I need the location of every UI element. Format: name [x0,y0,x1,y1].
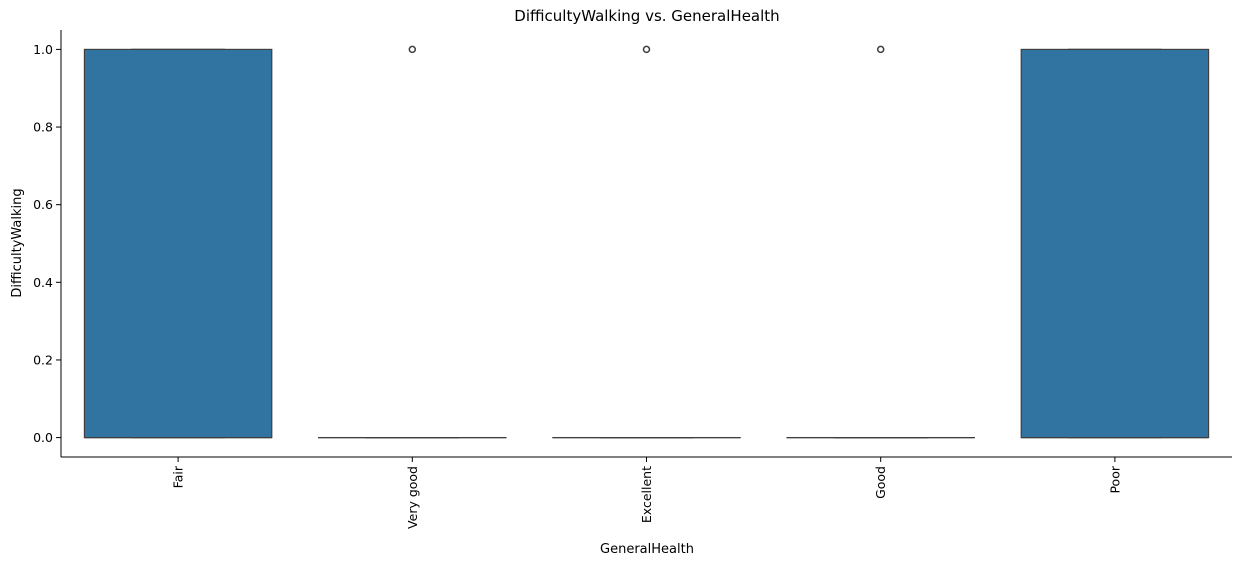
box-group-poor [1020,48,1210,439]
outlier-point [408,45,417,54]
chart-title: DifficultyWalking vs. GeneralHealth [514,7,779,25]
box-poor [1020,48,1210,439]
boxes-layer [83,45,1210,439]
y-tick-label: 1.0 [33,42,53,57]
box-group-fair [83,48,273,439]
y-tick-label: 0.4 [33,275,53,290]
y-tick-label: 0.0 [33,430,53,445]
x-tick-label: Good [873,466,888,499]
y-tick-label: 0.8 [33,120,53,135]
y-axis-label: DifficultyWalking [10,188,25,297]
box-fair [83,48,273,439]
x-axis-label: GeneralHealth [600,542,694,557]
box-group-excellent [552,45,741,439]
x-tick-label: Very good [405,466,420,529]
x-tick-label: Poor [1107,465,1122,493]
x-tick-label: Fair [171,465,186,488]
outlier-point [876,45,885,54]
y-ticks: 0.0 0.2 0.4 0.6 0.8 1.0 [33,42,61,445]
y-tick-label: 0.6 [33,197,53,212]
x-ticks: Fair Very good Excellent Good Poor [171,457,1122,529]
box-group-very-good [318,45,507,439]
box-group-good [786,45,975,439]
outlier-point [642,45,651,54]
x-tick-label: Excellent [639,466,654,523]
y-tick-label: 0.2 [33,352,53,367]
